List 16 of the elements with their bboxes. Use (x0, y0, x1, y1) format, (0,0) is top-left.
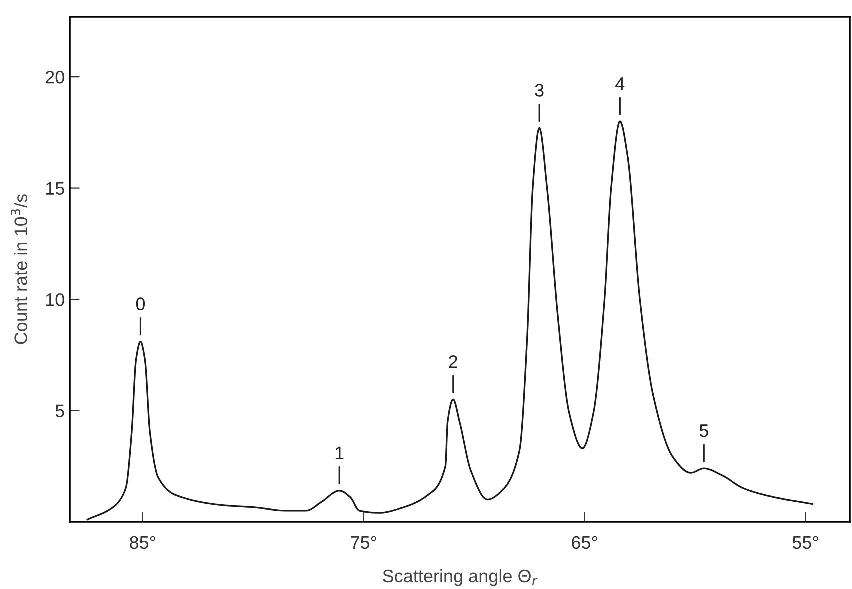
annotation: 2 (449, 356, 458, 368)
y-tick-label: 5 (56, 404, 64, 418)
y-tick-label: 10 (46, 293, 64, 306)
x-tick-label: 85° (130, 536, 156, 550)
annotation: 3 (535, 84, 544, 97)
annotation: 1 (336, 446, 344, 460)
annotation: 4 (616, 78, 625, 90)
y-tick-label: 15 (46, 182, 64, 196)
x-tick-label: 65° (572, 536, 598, 550)
annotation: 5 (700, 424, 708, 438)
annotation: 0 (136, 298, 146, 310)
y-axis-title: Count rate in 10$^{3}$/s (10, 194, 28, 344)
x-axis-title: Scattering angle Θ$_{r}$ (383, 569, 538, 586)
x-tick-label: 75° (351, 536, 376, 550)
y-tick-label: 20 (46, 71, 64, 84)
x-tick-label: 55° (792, 536, 818, 550)
